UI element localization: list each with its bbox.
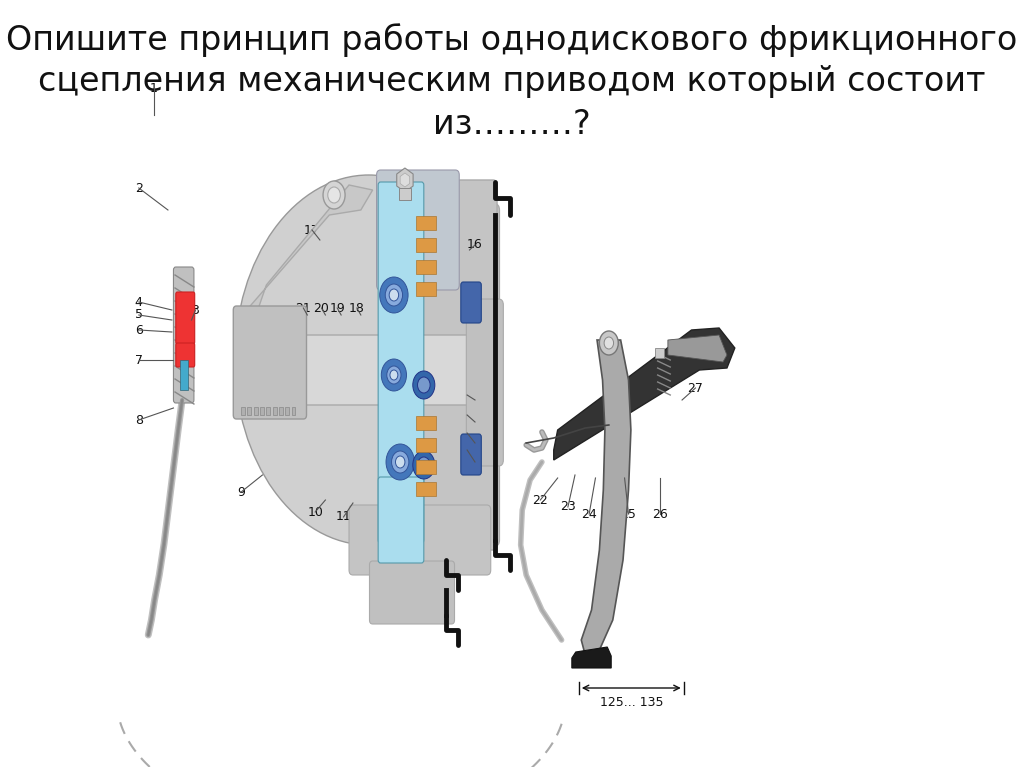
Text: 10: 10 [307, 505, 324, 518]
Bar [416, 482, 435, 496]
Text: 15: 15 [467, 393, 483, 407]
Circle shape [604, 337, 613, 349]
Text: 12: 12 [467, 456, 483, 469]
Text: Опишите принцип работы однодискового фрикционного: Опишите принцип работы однодискового фри… [6, 23, 1018, 57]
Text: 23: 23 [560, 501, 575, 513]
Ellipse shape [234, 175, 503, 545]
Text: 4: 4 [135, 295, 142, 308]
Polygon shape [234, 185, 373, 365]
FancyBboxPatch shape [388, 204, 500, 546]
Text: 2: 2 [135, 182, 142, 195]
Circle shape [323, 181, 345, 209]
Bar [180, 360, 187, 390]
Bar [272, 407, 276, 415]
Text: 7: 7 [135, 354, 142, 367]
FancyBboxPatch shape [394, 180, 497, 550]
Circle shape [389, 289, 398, 301]
Text: 5: 5 [135, 308, 142, 321]
FancyBboxPatch shape [243, 335, 483, 405]
Text: 26: 26 [652, 508, 668, 521]
Bar [416, 438, 435, 452]
FancyBboxPatch shape [173, 267, 194, 403]
FancyBboxPatch shape [176, 292, 195, 344]
Text: 16: 16 [467, 239, 483, 252]
Circle shape [380, 277, 409, 313]
Text: 19: 19 [330, 301, 345, 314]
Circle shape [390, 370, 398, 380]
Text: сцепления механическим приводом который состоит: сцепления механическим приводом который … [38, 65, 986, 98]
Text: 13: 13 [467, 436, 483, 449]
Text: 14: 14 [467, 416, 483, 429]
Circle shape [386, 444, 415, 480]
Bar [286, 407, 289, 415]
Circle shape [395, 456, 404, 468]
Text: 11: 11 [336, 511, 351, 524]
Polygon shape [668, 335, 727, 362]
Text: 22: 22 [532, 493, 548, 506]
Bar [254, 407, 258, 415]
FancyBboxPatch shape [370, 561, 455, 624]
Bar [416, 416, 435, 430]
FancyBboxPatch shape [233, 306, 306, 419]
FancyBboxPatch shape [461, 434, 481, 475]
Text: 8: 8 [135, 413, 142, 426]
Polygon shape [582, 340, 631, 655]
Circle shape [391, 451, 409, 473]
FancyBboxPatch shape [377, 170, 459, 290]
Circle shape [387, 366, 401, 384]
Bar [242, 407, 245, 415]
Circle shape [328, 187, 340, 203]
Bar [398, 188, 412, 200]
FancyBboxPatch shape [176, 343, 195, 367]
Bar [416, 260, 435, 274]
Text: 24: 24 [582, 508, 597, 521]
Text: 17: 17 [304, 223, 319, 236]
Text: 27: 27 [687, 381, 703, 394]
Text: 20: 20 [313, 301, 330, 314]
Text: 21: 21 [296, 301, 311, 314]
Bar [416, 282, 435, 296]
Text: 18: 18 [349, 301, 365, 314]
FancyBboxPatch shape [378, 182, 424, 543]
Bar [654, 348, 664, 358]
FancyBboxPatch shape [349, 505, 490, 575]
Bar [416, 238, 435, 252]
Circle shape [413, 451, 435, 479]
Circle shape [599, 331, 618, 355]
Text: из………?: из………? [433, 108, 591, 141]
Bar [279, 407, 283, 415]
Bar [260, 407, 264, 415]
Bar [248, 407, 252, 415]
Text: 125... 135: 125... 135 [599, 696, 663, 709]
Text: 3: 3 [191, 304, 200, 317]
Text: 1: 1 [150, 81, 158, 94]
Text: 9: 9 [238, 486, 245, 499]
Bar [416, 216, 435, 230]
Circle shape [413, 371, 435, 399]
FancyBboxPatch shape [461, 282, 481, 323]
FancyBboxPatch shape [378, 477, 424, 563]
Circle shape [381, 359, 407, 391]
Circle shape [385, 284, 402, 306]
Polygon shape [554, 328, 735, 460]
Text: 6: 6 [135, 324, 142, 337]
FancyBboxPatch shape [466, 299, 504, 466]
Text: 25: 25 [621, 508, 637, 521]
Circle shape [418, 377, 430, 393]
Polygon shape [571, 647, 611, 668]
Bar [266, 407, 270, 415]
Bar [292, 407, 296, 415]
Circle shape [418, 457, 430, 473]
Bar [416, 460, 435, 474]
